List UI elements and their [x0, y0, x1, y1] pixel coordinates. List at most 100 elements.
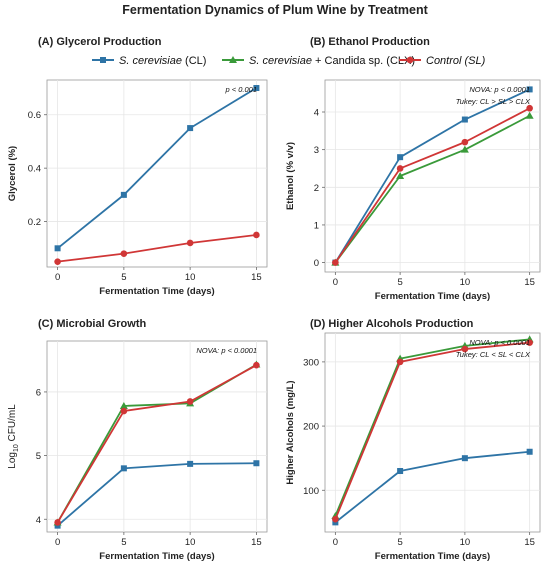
- x-tick-label: 15: [251, 537, 262, 548]
- series-circle: [332, 339, 533, 523]
- series-line: [334, 107, 531, 264]
- x-tick-label: 5: [121, 272, 126, 283]
- y-tick-label: 2: [314, 183, 319, 194]
- data-point: [526, 339, 533, 346]
- data-point: [253, 85, 260, 92]
- series-triangle: [53, 360, 261, 526]
- data-point: [253, 361, 260, 369]
- panel-c: (C) Microbial Growth 0 5 10 15 4 5 6 Fermentatio…: [7, 318, 268, 562]
- x-tick-label: 15: [251, 272, 262, 283]
- panel-title: (C) Microbial Growth: [38, 318, 146, 330]
- series-triangle: [331, 335, 534, 519]
- data-point: [461, 455, 468, 462]
- figure-title: Fermentation Dynamics of Plum Wine by Tr…: [122, 3, 428, 17]
- x-axis-label: Fermentation Time (days): [375, 291, 490, 302]
- x-tick-label: 10: [460, 277, 471, 288]
- data-point: [461, 345, 469, 353]
- data-point: [54, 245, 61, 252]
- data-point: [187, 125, 194, 132]
- x-axis-label: Fermentation Time (days): [375, 551, 490, 562]
- data-point: [120, 465, 127, 472]
- data-point: [332, 515, 339, 523]
- series-circle: [332, 104, 533, 266]
- legend-marker: [229, 56, 237, 63]
- plot-area: [324, 79, 541, 273]
- stat-annotation: Tukey: CL > SL > CLX: [456, 97, 531, 106]
- y-tick-label: 0.2: [28, 217, 41, 228]
- y-axis-label: Glycerol (%): [7, 146, 18, 201]
- x-tick-label: 10: [460, 537, 471, 548]
- data-point: [396, 165, 404, 172]
- legend-marker: [406, 56, 414, 64]
- legend-label: Control (SL): [426, 55, 486, 67]
- y-axis-label: Higher Alcohols (mg/L): [285, 380, 296, 484]
- data-point: [526, 86, 533, 93]
- y-tick-label: 0: [314, 258, 319, 269]
- data-point: [120, 191, 127, 198]
- x-axis-label: Fermentation Time (days): [99, 551, 214, 562]
- stat-annotation: NOVA: p < 0.0001: [469, 85, 530, 94]
- stat-annotation: NOVA: p < 0.0001: [196, 346, 257, 355]
- data-point: [396, 358, 404, 366]
- panel-a: (A) Glycerol Production 0 5 10 15 0.2 0.4 0.6 Fe…: [7, 36, 268, 297]
- x-tick-label: 5: [121, 537, 126, 548]
- x-tick-label: 5: [397, 277, 402, 288]
- data-point: [461, 116, 468, 123]
- y-tick-label: 3: [314, 145, 319, 156]
- series-line: [334, 450, 530, 524]
- data-point: [525, 111, 534, 119]
- legend-label: S. cerevisiae (CL): [119, 55, 206, 67]
- data-point: [186, 398, 194, 405]
- stat-annotation: Tukey: CL < SL < CLX: [456, 350, 531, 359]
- data-point: [460, 145, 469, 153]
- series-square: [54, 460, 260, 529]
- data-point: [54, 258, 61, 265]
- plot-area: [324, 332, 541, 533]
- data-point: [526, 448, 533, 455]
- panel-title: (D) Higher Alcohols Production: [310, 318, 474, 330]
- data-point: [186, 239, 194, 247]
- y-tick-label: 5: [36, 451, 41, 462]
- data-point: [397, 154, 404, 161]
- series-line: [57, 462, 257, 527]
- series-line: [334, 341, 530, 520]
- x-tick-label: 5: [397, 537, 402, 548]
- x-axis-label: Fermentation Time (days): [99, 286, 214, 297]
- y-tick-label: 4: [36, 515, 41, 526]
- data-point: [120, 407, 128, 415]
- x-tick-label: 0: [333, 537, 338, 548]
- data-point: [253, 460, 260, 467]
- y-axis-label: Log10 CFU/mL: [7, 404, 20, 469]
- data-point: [461, 138, 469, 146]
- panel-d: (D) Higher Alcohols Production 0 5 10 15 100 2…: [285, 318, 541, 562]
- legend-marker: [100, 57, 106, 63]
- series-square: [332, 86, 533, 266]
- data-point: [120, 250, 128, 257]
- legend-item: S. cerevisiae (CL): [92, 55, 206, 67]
- y-tick-label: 300: [303, 357, 319, 368]
- panel-title: (A) Glycerol Production: [38, 36, 162, 48]
- series-line: [56, 364, 257, 523]
- data-point: [119, 401, 128, 409]
- x-tick-label: 10: [185, 272, 196, 283]
- y-tick-label: 0.6: [28, 110, 41, 121]
- series-circle: [54, 231, 260, 265]
- data-point: [526, 104, 533, 112]
- data-point: [253, 231, 260, 239]
- x-tick-label: 0: [333, 277, 338, 288]
- data-point: [54, 519, 61, 526]
- y-tick-label: 0.4: [28, 164, 41, 175]
- series-line: [57, 234, 257, 263]
- data-point: [187, 460, 194, 467]
- y-tick-label: 1: [314, 220, 319, 231]
- stat-annotation: p < 0.001: [225, 85, 258, 94]
- series-line: [334, 88, 531, 264]
- legend: S. cerevisiae (CL) S. cerevisiae + Candid…: [92, 55, 486, 67]
- plot-area: [46, 340, 268, 533]
- series-triangle: [331, 111, 534, 266]
- y-tick-label: 100: [303, 486, 319, 497]
- series-line: [334, 114, 531, 264]
- data-point: [396, 172, 405, 179]
- x-tick-label: 10: [185, 537, 196, 548]
